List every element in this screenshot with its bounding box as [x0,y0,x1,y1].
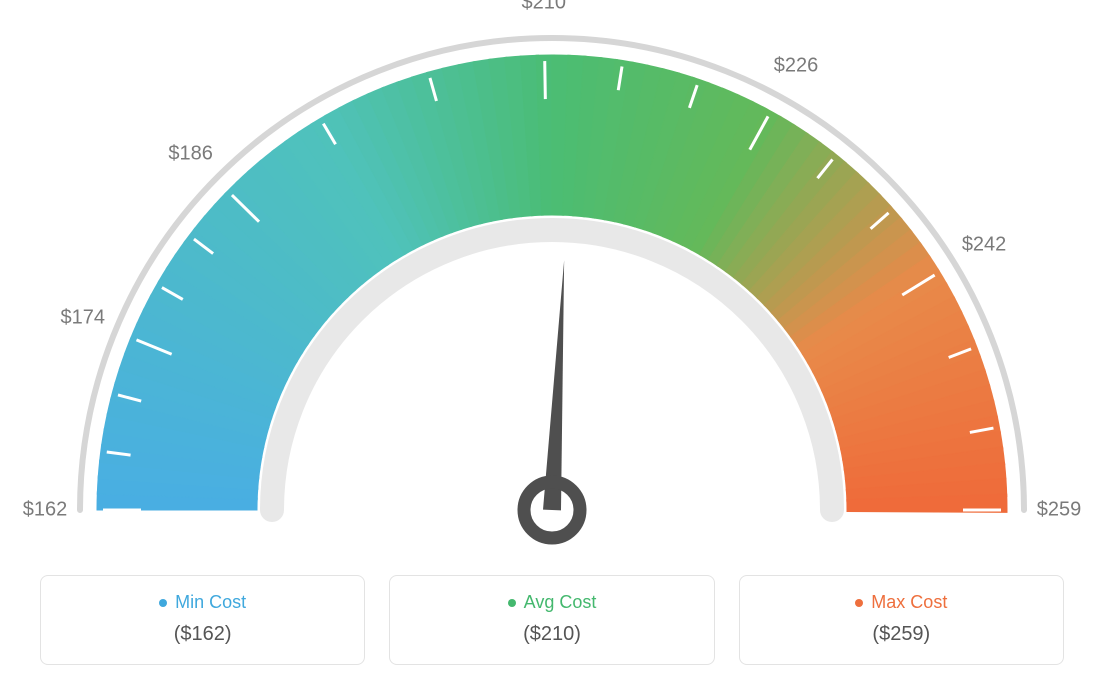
tick-label: $226 [774,54,819,77]
max-cost-label-row: Max Cost [760,592,1043,613]
tick-label: $210 [522,0,567,15]
min-dot [159,599,167,607]
avg-cost-card: Avg Cost ($210) [389,575,714,665]
tick-label: $174 [61,306,106,329]
avg-cost-label: Avg Cost [524,592,597,613]
min-cost-card: Min Cost ($162) [40,575,365,665]
summary-cards: Min Cost ($162) Avg Cost ($210) Max Cost… [40,575,1064,665]
min-cost-label: Min Cost [175,592,246,613]
max-cost-label: Max Cost [871,592,947,613]
tick-label: $259 [1037,499,1082,522]
gauge-chart-container: $162 $174 $186 $210 $226 $242 $259 Min Cost ($… [0,0,1104,690]
avg-cost-value: ($210) [410,623,693,646]
min-cost-label-row: Min Cost [61,592,344,613]
tick-label: $162 [23,499,68,522]
avg-cost-label-row: Avg Cost [410,592,693,613]
max-cost-card: Max Cost ($259) [739,575,1064,665]
max-dot [855,599,863,607]
gauge-area: $162 $174 $186 $210 $226 $242 $259 [0,0,1104,560]
avg-dot [508,599,516,607]
tick-label: $186 [168,143,213,166]
min-cost-value: ($162) [61,623,344,646]
max-cost-value: ($259) [760,623,1043,646]
gauge-svg [0,0,1104,560]
tick-label: $242 [962,233,1007,256]
